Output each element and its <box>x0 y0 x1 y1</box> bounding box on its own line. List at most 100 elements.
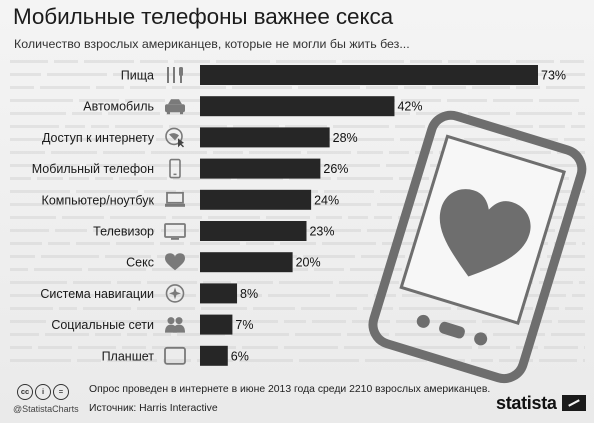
background-line <box>253 307 295 310</box>
category-label: Доступ к интернету <box>42 131 155 145</box>
background-line <box>560 60 584 63</box>
chart-subtitle: Количество взрослых американцев, которые… <box>14 37 410 51</box>
twitter-handle: @StatistaCharts <box>13 404 79 414</box>
background-line <box>333 125 389 128</box>
bar <box>200 189 312 210</box>
background-line <box>361 255 405 258</box>
background-line <box>312 320 346 323</box>
background-line <box>539 307 559 310</box>
category-label: Секс <box>126 256 154 270</box>
phone-illustration <box>368 110 587 384</box>
background-line <box>163 359 191 362</box>
background-line <box>344 346 404 349</box>
by-icon: i <box>35 384 51 400</box>
survey-note: Опрос проведен в интернете в июне 2013 г… <box>89 384 491 395</box>
background-line <box>105 255 151 258</box>
background-line <box>472 86 510 89</box>
background-line <box>10 138 52 141</box>
value-label: 24% <box>314 193 339 207</box>
background-line <box>146 164 206 167</box>
background-line <box>142 294 196 297</box>
background-line <box>10 203 63 206</box>
background-line <box>516 112 572 115</box>
background-line <box>246 242 274 245</box>
background-line <box>339 281 399 284</box>
compass-icon <box>165 284 185 303</box>
background-line <box>40 86 90 89</box>
background-line <box>575 203 585 206</box>
background-line <box>489 125 533 128</box>
background-line <box>79 99 119 102</box>
cc-icon: cc <box>17 384 33 400</box>
background-line <box>65 125 85 128</box>
background-line <box>147 281 197 284</box>
background-line <box>237 281 273 284</box>
background-line <box>54 60 78 63</box>
background-line <box>100 294 136 297</box>
background-line <box>303 255 355 258</box>
background-line <box>125 99 165 102</box>
background-line <box>365 359 427 362</box>
people-icon <box>165 317 185 333</box>
background-line <box>395 333 451 336</box>
background-line <box>582 242 585 245</box>
background-line <box>10 320 46 323</box>
background-line <box>464 138 510 141</box>
background-line <box>10 359 71 362</box>
background-line <box>426 320 476 323</box>
category-label: Социальные сети <box>51 318 154 332</box>
bar <box>200 314 233 335</box>
background-line <box>280 242 316 245</box>
background-line <box>10 294 60 297</box>
background-line <box>299 359 359 362</box>
background-line <box>499 359 533 362</box>
value-label: 23% <box>309 225 334 239</box>
tablet-icon <box>164 346 186 365</box>
background-line <box>122 346 146 349</box>
category-label: Пища <box>121 69 154 83</box>
background-line <box>410 346 472 349</box>
bar <box>200 221 307 241</box>
background-line <box>316 216 342 219</box>
background-line <box>113 73 175 76</box>
background-line <box>91 125 109 128</box>
background-line <box>10 229 49 232</box>
background-line <box>468 112 510 115</box>
background-line <box>325 229 361 232</box>
background-line <box>295 333 341 336</box>
background-line <box>318 164 340 167</box>
background-line <box>203 281 231 284</box>
value-label: 6% <box>231 349 249 363</box>
background-line <box>169 125 227 128</box>
background-line <box>493 333 545 336</box>
background-line <box>565 307 583 310</box>
phone-button-left <box>416 314 430 328</box>
background-line <box>161 229 199 232</box>
background-line <box>96 86 124 89</box>
background-line <box>95 333 121 336</box>
background-line <box>246 320 278 323</box>
background-line <box>45 333 89 336</box>
background-line <box>153 333 171 336</box>
background-line <box>242 346 278 349</box>
background-line <box>174 60 210 63</box>
background-line <box>431 125 483 128</box>
bar <box>200 96 395 117</box>
background-line <box>404 86 426 89</box>
background-line <box>160 242 184 245</box>
background-line <box>313 203 371 206</box>
source-line: Источник: Harris Interactive <box>89 403 218 414</box>
background-line <box>448 60 470 63</box>
background-line <box>284 320 306 323</box>
background-line <box>51 151 97 154</box>
background-line <box>366 86 398 89</box>
background-line <box>115 125 163 128</box>
background-line <box>432 86 466 89</box>
background-line <box>110 216 166 219</box>
background-line <box>10 125 59 128</box>
background-line <box>324 190 374 193</box>
category-label: Мобильный телефон <box>32 162 154 176</box>
background-line <box>298 86 360 89</box>
car-icon <box>165 99 185 115</box>
